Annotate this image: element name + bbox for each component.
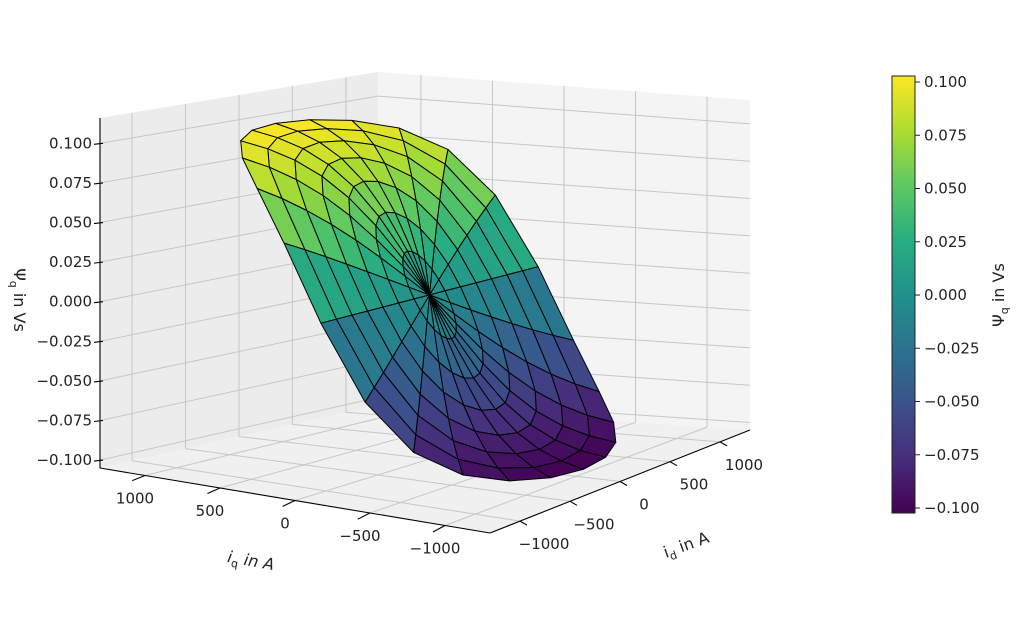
id-tick [619, 481, 628, 486]
iq-tick [432, 525, 446, 533]
z-tick [93, 380, 104, 383]
z-axis-label: Ψq in Vs [7, 268, 29, 332]
z-tick [93, 261, 104, 264]
id-tick-label: 0 [639, 496, 649, 514]
colorbar-tick-label: 0.100 [924, 73, 967, 91]
colorbar-tick-label: −0.100 [924, 499, 980, 517]
axis-lines [93, 118, 751, 534]
z-tick-label: 0.050 [49, 214, 92, 232]
colorbar-tick-label: 0.000 [924, 286, 967, 304]
colorbar-tick-label: −0.050 [924, 393, 980, 411]
colorbar-tick-label: 0.025 [924, 233, 967, 251]
id-tick-label: 500 [680, 476, 709, 494]
iq-tick [207, 487, 221, 494]
gridline-iq-floor [444, 426, 708, 526]
id-tick [519, 520, 528, 526]
id-tick [719, 441, 728, 447]
colorbar-tick-label: −0.075 [924, 446, 980, 464]
surface-face [364, 387, 417, 453]
z-tick [93, 340, 104, 343]
z-tick [93, 419, 104, 423]
id-tick [569, 500, 578, 506]
iq-tick-label: 500 [196, 502, 225, 520]
z-tick-label: 0.025 [49, 253, 92, 271]
colorbar-tick-label: 0.075 [924, 126, 967, 144]
z-tick [93, 142, 104, 145]
z-tick [93, 459, 104, 462]
z-tick-label: 0.000 [49, 293, 92, 311]
z-tick-label: −0.100 [36, 451, 92, 469]
id-tick [669, 461, 678, 467]
iq-tick-label: 0 [280, 515, 290, 533]
iq-tick-label: −500 [339, 527, 380, 545]
tick-labels: 0.100 0.075 0.050 0.025 0.000 −0.025 −0.050 −0.… [36, 134, 763, 557]
z-tick [93, 221, 104, 225]
iq-tick-label: −1000 [410, 540, 461, 558]
gridline-iq-floor [144, 407, 422, 476]
colorbar-ticks: 0.100 0.075 0.050 0.025 0.000 −0.025 −0.050 −0.… [915, 73, 980, 517]
id-axis-label: id in A [661, 528, 713, 565]
colorbar-tick-label: 0.050 [924, 180, 967, 198]
z-tick [93, 301, 104, 304]
z-tick-label: −0.075 [36, 411, 92, 429]
z-tick-label: 0.100 [49, 134, 92, 152]
colorbar-gradient [891, 75, 916, 514]
iq-tick [282, 500, 296, 507]
iq-axis-label: iq in A [226, 547, 276, 577]
iq-tick-label: 1000 [116, 490, 154, 508]
colorbar-label: Ψq in Vs [989, 263, 1011, 327]
colorbar: 0.100 0.075 0.050 0.025 0.000 −0.025 −0.050 −0.… [891, 73, 1011, 517]
colorbar-tick-label: −0.025 [924, 339, 980, 357]
surface-mesh [240, 119, 617, 482]
iq-tick [132, 474, 146, 482]
id-tick-label: 1000 [725, 456, 763, 474]
id-tick-label: −500 [573, 515, 614, 533]
id-tick-label: −1000 [519, 535, 570, 553]
z-tick-label: −0.025 [36, 332, 92, 350]
z-tick [93, 182, 104, 185]
z-tick-label: −0.050 [36, 372, 92, 390]
z-tick-label: 0.075 [49, 174, 92, 192]
iq-tick [357, 512, 371, 520]
